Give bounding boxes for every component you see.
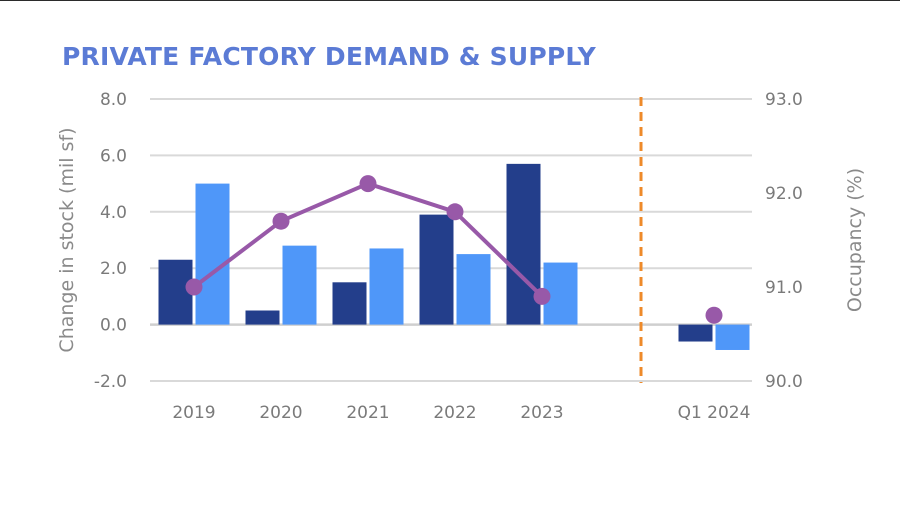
bar-series2-5 — [715, 324, 750, 350]
y-tick-label-2: 2.0 — [100, 259, 127, 279]
y-tick-label-3: 4.0 — [100, 203, 127, 223]
occupancy-point-2 — [359, 175, 377, 193]
bar-series1-2 — [332, 282, 367, 325]
occupancy-point-3 — [446, 203, 464, 221]
bar-series2-2 — [369, 248, 404, 325]
y2-tick-label-3: 93.0 — [765, 90, 803, 110]
x-tick-label-3: 2022 — [433, 403, 476, 423]
x-tick-label-4: 2023 — [520, 403, 563, 423]
y-axis-title: Change in stock (mil sf) — [56, 127, 78, 352]
y-tick-label-0: -2.0 — [94, 372, 127, 392]
y2-tick-label-0: 90.0 — [765, 372, 803, 392]
bar-series1-1 — [245, 310, 280, 325]
occupancy-point-5 — [705, 306, 723, 324]
x-tick-label-2: 2021 — [346, 403, 389, 423]
occupancy-point-4 — [533, 287, 551, 305]
occupancy-point-1 — [272, 212, 290, 230]
bar-series1-5 — [678, 324, 713, 342]
bar-series2-0 — [195, 183, 230, 325]
y-tick-label-5: 8.0 — [100, 90, 127, 110]
bar-series1-0 — [158, 259, 193, 325]
x-tick-label-0: 2019 — [172, 403, 215, 423]
chart-title: PRIVATE FACTORY DEMAND & SUPPLY — [62, 42, 596, 71]
bar-series2-1 — [282, 245, 317, 325]
x-tick-label-1: 2020 — [259, 403, 302, 423]
top-border — [0, 0, 900, 1]
occupancy-point-0 — [185, 278, 203, 296]
bar-series1-3 — [419, 214, 454, 325]
y2-axis-title: Occupancy (%) — [844, 168, 866, 312]
y2-tick-label-1: 91.0 — [765, 278, 803, 298]
y2-tick-label-2: 92.0 — [765, 184, 803, 204]
y-tick-label-1: 0.0 — [100, 316, 127, 336]
y-tick-label-4: 6.0 — [100, 146, 127, 166]
bar-series2-3 — [456, 254, 491, 325]
x-tick-label-5: Q1 2024 — [678, 403, 751, 423]
